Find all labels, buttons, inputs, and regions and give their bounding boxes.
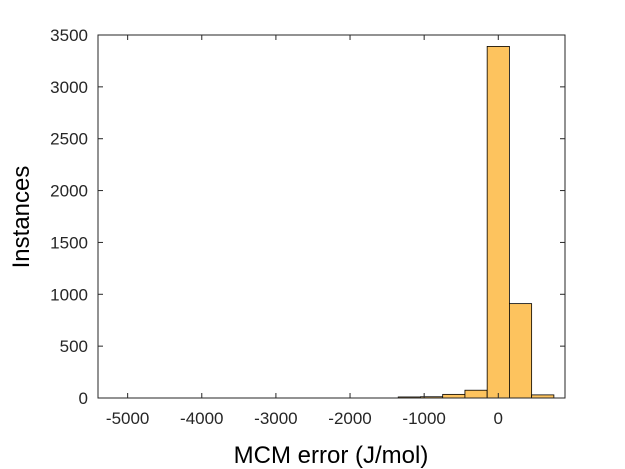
- x-tick-label: -2000: [328, 409, 371, 428]
- x-tick-labels: -5000 -4000 -3000 -2000 -1000 0: [106, 409, 503, 428]
- y-tick-labels: 0 500 1000 1500 2000 2500 3000 3500: [50, 26, 88, 408]
- x-tick-label: -1000: [402, 409, 445, 428]
- y-tick-label: 500: [60, 337, 88, 356]
- histogram-bar-4: [486, 46, 510, 399]
- histogram-bar-3: [464, 389, 488, 399]
- bars-group: [397, 46, 555, 399]
- histogram-bar-2: [442, 393, 466, 399]
- histogram-bar-5: [509, 303, 533, 399]
- x-tick-label: -3000: [254, 409, 297, 428]
- x-tick-label: -5000: [106, 409, 149, 428]
- x-tick-label: -4000: [180, 409, 223, 428]
- y-tick-label: 1000: [50, 285, 88, 304]
- x-tick-label: 0: [494, 409, 503, 428]
- y-tick-label: 1500: [50, 233, 88, 252]
- y-tick-label: 0: [79, 389, 88, 408]
- y-tick-label: 2000: [50, 182, 88, 201]
- y-tick-label: 2500: [50, 130, 88, 149]
- y-axis-label: Instances: [8, 166, 35, 269]
- y-tick-label: 3500: [50, 26, 88, 45]
- x-axis-label: MCM error (J/mol): [234, 442, 429, 469]
- y-tick-label: 3000: [50, 78, 88, 97]
- plot-frame: [97, 34, 566, 399]
